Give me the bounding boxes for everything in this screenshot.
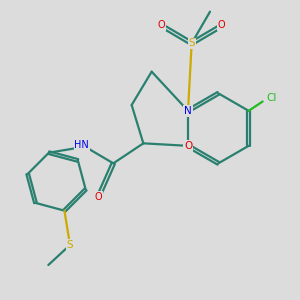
- Text: S: S: [188, 38, 195, 48]
- Text: S: S: [67, 240, 73, 250]
- Text: O: O: [158, 20, 166, 30]
- Text: O: O: [94, 192, 102, 202]
- Text: HN: HN: [74, 140, 89, 150]
- Text: O: O: [218, 20, 226, 30]
- Text: O: O: [184, 141, 192, 151]
- Text: N: N: [184, 106, 192, 116]
- Text: Cl: Cl: [267, 93, 277, 103]
